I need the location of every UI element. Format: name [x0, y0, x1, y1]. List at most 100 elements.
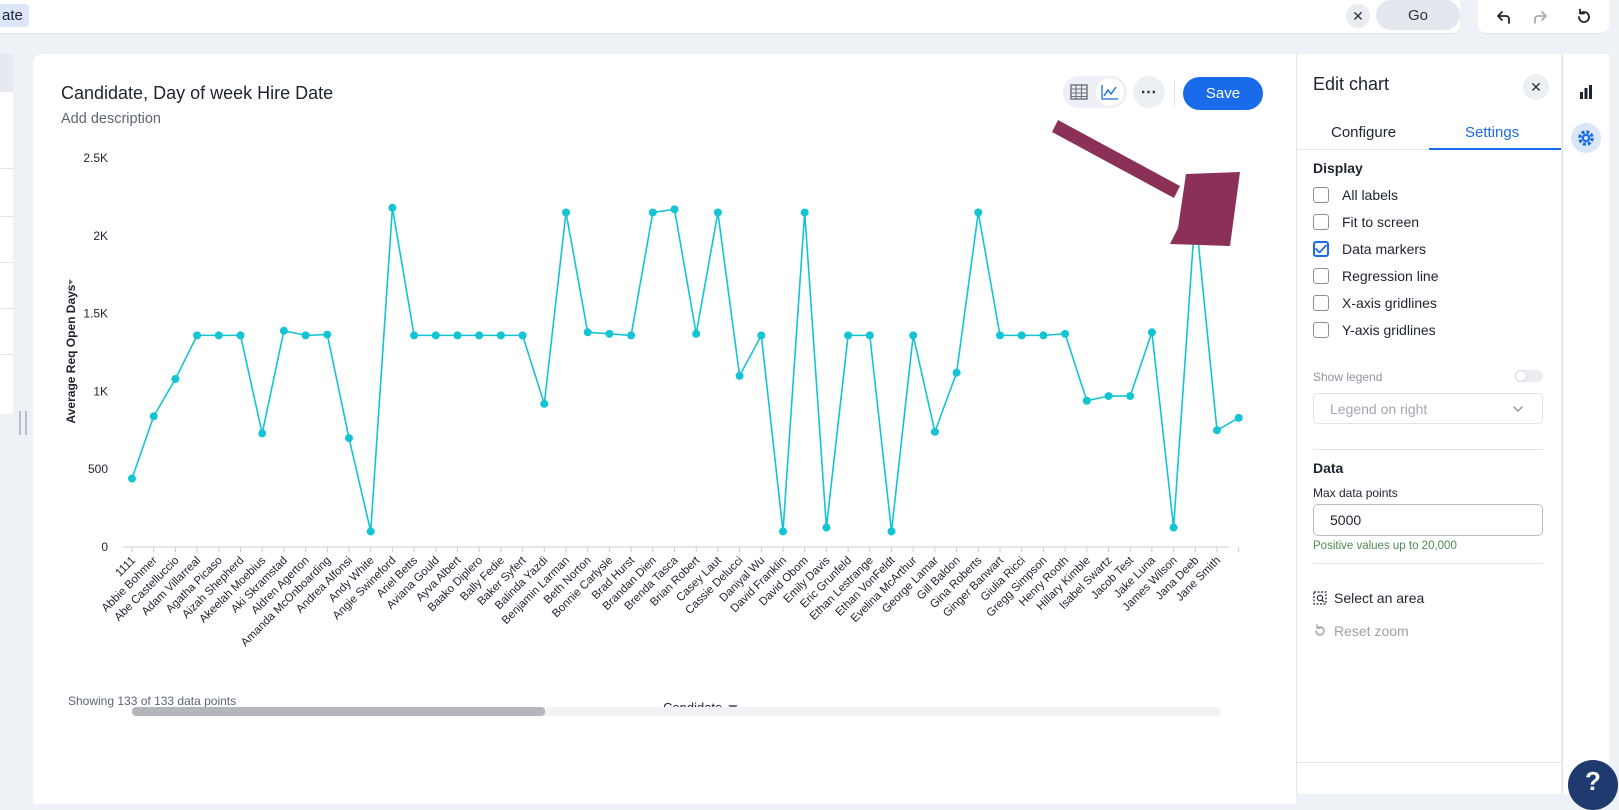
data-point[interactable] — [1017, 331, 1026, 340]
panel-resize-handle[interactable] — [19, 411, 27, 435]
view-toggle — [1063, 76, 1127, 108]
data-point[interactable] — [648, 208, 657, 217]
save-button[interactable]: Save — [1183, 77, 1263, 110]
data-point[interactable] — [1082, 396, 1091, 405]
data-point[interactable] — [1039, 331, 1048, 340]
select-area-button[interactable]: Select an area — [1313, 590, 1424, 606]
data-point[interactable] — [822, 523, 831, 532]
data-point[interactable] — [757, 331, 766, 340]
data-point[interactable] — [431, 331, 440, 340]
data-point[interactable] — [996, 331, 1004, 340]
data-point[interactable] — [800, 208, 809, 217]
data-point[interactable] — [562, 208, 570, 217]
option-fit-to-screen[interactable]: Fit to screen — [1313, 212, 1419, 232]
data-point[interactable] — [214, 331, 223, 340]
data-point[interactable] — [128, 474, 136, 483]
undo-button[interactable] — [1490, 4, 1518, 30]
max-data-points-input[interactable] — [1313, 504, 1543, 536]
chart-settings-button[interactable] — [1571, 123, 1601, 153]
data-point[interactable] — [1061, 329, 1070, 338]
tab-settings[interactable]: Settings — [1465, 124, 1520, 141]
data-point[interactable] — [887, 527, 896, 536]
clear-search-button[interactable]: ✕ — [1346, 4, 1370, 28]
y-axis-gridlines-checkbox[interactable] — [1313, 322, 1329, 338]
go-button[interactable]: Go — [1376, 0, 1460, 30]
data-point[interactable] — [952, 368, 961, 377]
data-point[interactable] — [713, 208, 722, 217]
data-point[interactable] — [583, 328, 592, 337]
option-data-markers[interactable]: Data markers — [1313, 239, 1426, 259]
data-point[interactable] — [1104, 392, 1113, 401]
data-point[interactable] — [518, 331, 527, 340]
data-point[interactable] — [453, 331, 462, 340]
data-point[interactable] — [475, 331, 484, 340]
chart-title[interactable]: Candidate, Day of week Hire Date — [61, 83, 334, 103]
y-axis-title[interactable]: Average Req Open Days — [64, 284, 78, 423]
tab-configure[interactable]: Configure — [1331, 124, 1397, 141]
reset-zoom-button[interactable]: Reset zoom — [1313, 623, 1409, 639]
chart-view-button[interactable] — [1096, 78, 1124, 106]
data-point[interactable] — [909, 331, 918, 340]
data-point[interactable] — [930, 427, 939, 436]
data-point[interactable] — [1147, 328, 1156, 337]
search-token[interactable]: ate — [0, 4, 29, 27]
chart-scrollbar-thumb[interactable] — [132, 707, 545, 716]
right-rail — [1562, 54, 1609, 794]
caret-down-icon — [69, 279, 73, 285]
search-bar[interactable]: ate ✕ Go — [0, 0, 1460, 34]
chart-scrollbar-track[interactable] — [132, 707, 1221, 716]
show-legend-toggle[interactable] — [1515, 370, 1543, 382]
chart-config-button[interactable] — [1571, 77, 1601, 107]
option-all-labels[interactable]: All labels — [1313, 185, 1398, 205]
data-point[interactable] — [1169, 523, 1178, 532]
more-options-button[interactable]: ⋯ — [1133, 76, 1165, 108]
data-point[interactable] — [301, 331, 310, 340]
data-point[interactable] — [1126, 392, 1135, 401]
left-panel-divider — [0, 308, 13, 309]
data-point[interactable] — [1213, 426, 1221, 435]
data-point[interactable] — [844, 331, 853, 340]
data-point[interactable] — [865, 331, 874, 340]
left-panel-divider — [0, 216, 13, 217]
data-point[interactable] — [366, 527, 375, 536]
regression-line-checkbox[interactable] — [1313, 268, 1329, 284]
data-point[interactable] — [410, 331, 419, 340]
data-point[interactable] — [779, 527, 787, 536]
data-point[interactable] — [605, 329, 614, 338]
chart-description[interactable]: Add description — [61, 111, 161, 127]
table-view-button[interactable] — [1065, 78, 1093, 106]
reset-button[interactable] — [1570, 4, 1598, 30]
data-point[interactable] — [193, 331, 202, 340]
redo-button[interactable] — [1526, 4, 1554, 30]
data-point[interactable] — [540, 399, 549, 408]
data-point[interactable] — [236, 331, 245, 340]
data-point[interactable] — [974, 208, 983, 217]
data-point[interactable] — [692, 329, 701, 338]
option-x-axis-gridlines[interactable]: X-axis gridlines — [1313, 293, 1437, 313]
data-point[interactable] — [627, 331, 636, 340]
help-button[interactable]: ? — [1568, 760, 1618, 810]
data-point[interactable] — [171, 374, 180, 383]
data-point[interactable] — [258, 429, 267, 438]
data-point[interactable] — [1234, 413, 1243, 422]
option-y-axis-gridlines[interactable]: Y-axis gridlines — [1313, 320, 1436, 340]
data-point[interactable] — [149, 412, 158, 421]
data-point[interactable] — [388, 203, 397, 212]
data-point[interactable] — [670, 205, 679, 214]
legend-position-select[interactable]: Legend on right — [1313, 393, 1543, 424]
data-point[interactable] — [496, 331, 505, 340]
data-point[interactable] — [735, 371, 744, 380]
data-point[interactable] — [345, 434, 353, 443]
data-point[interactable] — [279, 326, 288, 335]
active-tab-indicator — [1429, 148, 1561, 150]
data-markers-checkbox[interactable] — [1313, 241, 1329, 257]
data-point[interactable] — [323, 330, 332, 339]
fit-to-screen-checkbox[interactable] — [1313, 214, 1329, 230]
close-panel-button[interactable]: ✕ — [1523, 74, 1549, 100]
x-axis-gridlines-checkbox[interactable] — [1313, 295, 1329, 311]
toolbar-divider — [1174, 80, 1175, 106]
option-regression-line[interactable]: Regression line — [1313, 266, 1439, 286]
series-line[interactable] — [131, 207, 1240, 532]
all-labels-checkbox[interactable] — [1313, 187, 1329, 203]
